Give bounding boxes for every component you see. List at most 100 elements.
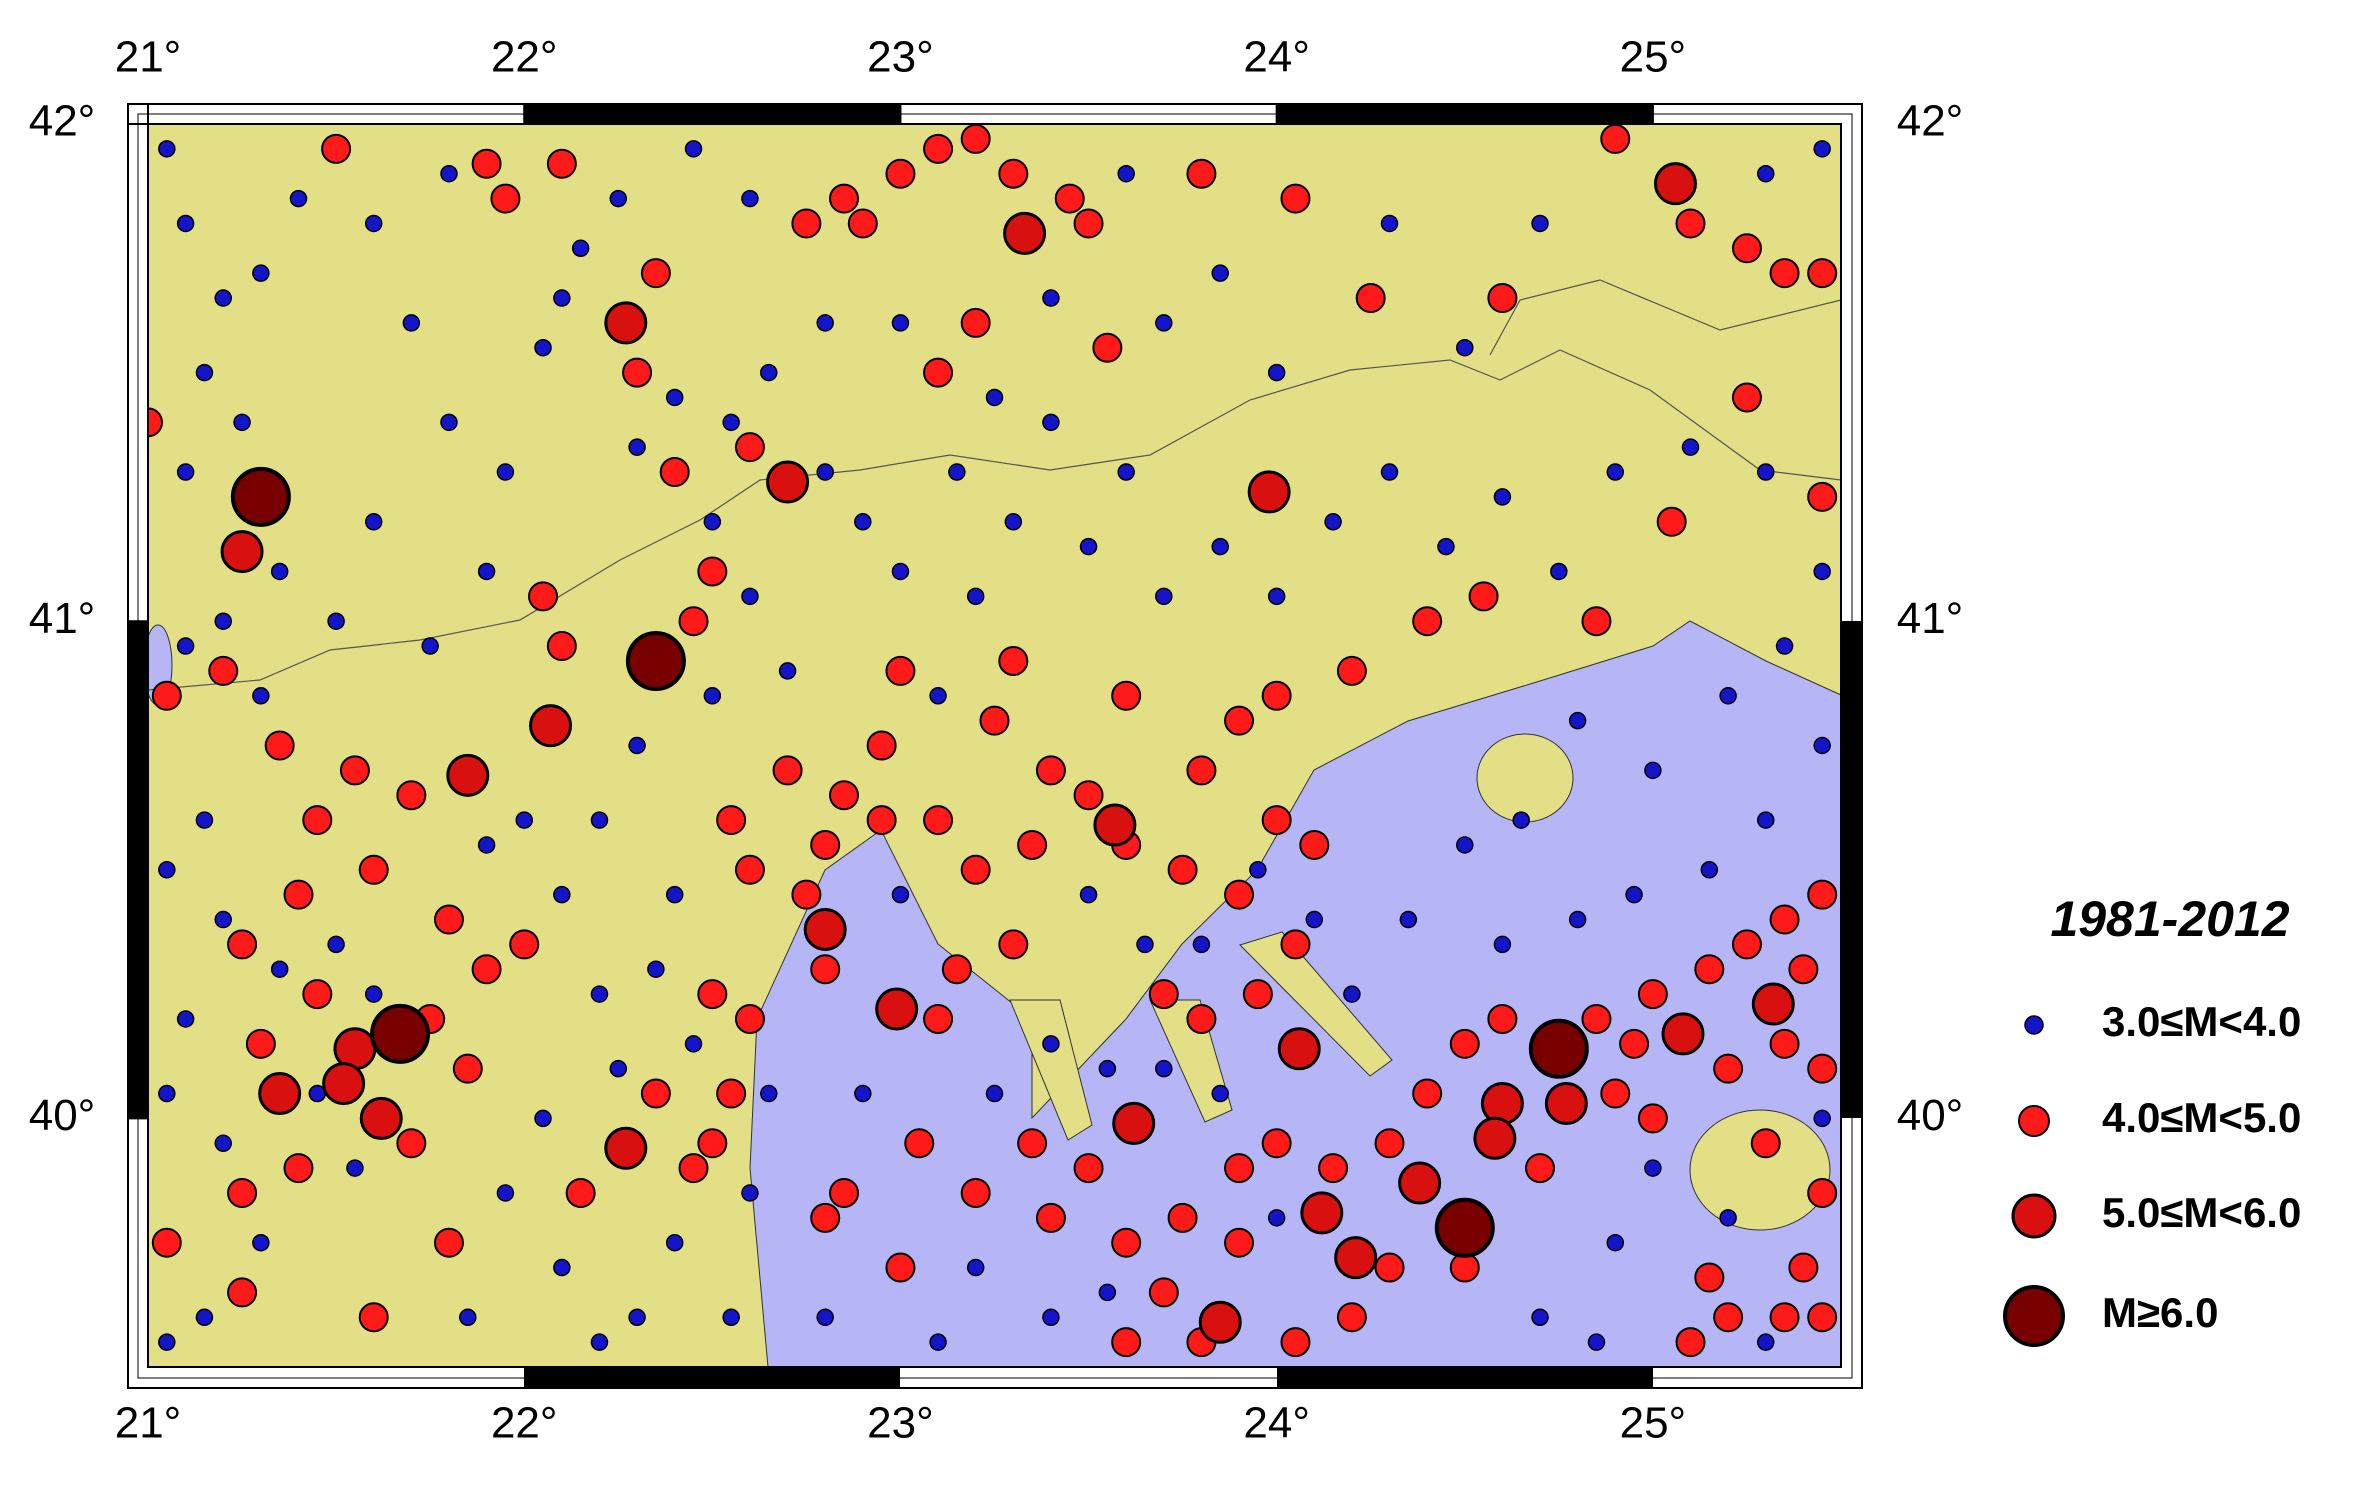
event: [1261, 680, 1292, 711]
event: [1334, 1236, 1378, 1280]
event: [1719, 687, 1737, 705]
event: [665, 885, 684, 904]
event: [590, 811, 609, 829]
event: [1731, 233, 1762, 264]
event: [195, 363, 214, 382]
event: [1092, 332, 1123, 363]
event: [1318, 1153, 1349, 1184]
event: [923, 805, 954, 836]
event: [722, 1308, 740, 1327]
event: [1619, 1028, 1650, 1059]
event: [1280, 1327, 1311, 1358]
event: [264, 730, 295, 761]
legend-swatch: [2011, 1193, 2057, 1239]
event: [546, 631, 577, 662]
event: [1750, 1128, 1781, 1159]
event: [1412, 1078, 1443, 1109]
event: [665, 388, 684, 407]
event: [960, 854, 991, 885]
event: [1355, 283, 1386, 314]
event: [364, 214, 383, 233]
frame-bar: [524, 1367, 900, 1388]
event: [1079, 537, 1098, 556]
event: [847, 208, 878, 239]
event: [1242, 979, 1273, 1010]
event: [1211, 1084, 1229, 1103]
event: [1600, 1078, 1631, 1109]
event: [289, 189, 308, 208]
event: [1017, 1128, 1048, 1159]
event: [553, 1258, 571, 1277]
event: [697, 979, 728, 1010]
frame-bar: [1277, 104, 1653, 124]
event: [1399, 910, 1418, 929]
event: [515, 811, 533, 829]
frame-bars: [128, 104, 1862, 1388]
event: [1807, 258, 1838, 289]
event: [640, 258, 671, 289]
event: [985, 388, 1004, 407]
event: [1769, 258, 1800, 289]
event: [477, 836, 496, 854]
peninsula: [1009, 999, 1093, 1141]
event: [829, 183, 860, 214]
event: [195, 811, 214, 829]
event: [1300, 1191, 1344, 1235]
event: [960, 307, 991, 338]
event: [477, 562, 496, 581]
event: [490, 183, 521, 214]
event: [528, 581, 559, 612]
event: [966, 587, 985, 606]
event: [1713, 1053, 1744, 1084]
event: [1813, 736, 1831, 755]
event: [176, 637, 195, 655]
y-tick-label: 41°: [29, 594, 96, 643]
event: [810, 954, 841, 985]
event: [1098, 1283, 1117, 1302]
event: [440, 413, 458, 432]
event: [722, 413, 740, 432]
event: [1374, 1252, 1405, 1283]
event: [1713, 1302, 1744, 1333]
event: [1769, 1302, 1800, 1333]
event: [1644, 761, 1662, 780]
event: [370, 1003, 431, 1064]
event: [803, 907, 847, 951]
event: [816, 314, 834, 332]
event: [283, 879, 314, 910]
event: [1719, 1209, 1737, 1227]
legend-swatch: [2018, 1105, 2050, 1137]
event: [358, 854, 389, 885]
event: [891, 885, 910, 904]
event: [1079, 885, 1098, 904]
event: [1267, 587, 1286, 606]
event: [1437, 537, 1455, 556]
event: [529, 704, 573, 748]
event: [1117, 164, 1135, 183]
event: [1568, 711, 1587, 730]
event: [1775, 637, 1794, 655]
event: [1042, 413, 1060, 432]
event: [625, 630, 686, 691]
event: [1167, 1202, 1198, 1233]
event: [684, 1035, 703, 1053]
event: [1374, 1128, 1405, 1159]
event: [252, 264, 270, 282]
event: [364, 513, 383, 531]
event: [1004, 513, 1023, 531]
event: [1198, 1300, 1242, 1344]
event: [402, 314, 421, 332]
legend-swatch: [2024, 1015, 2044, 1035]
event: [1112, 1101, 1156, 1145]
event: [1324, 513, 1342, 531]
event: [1280, 183, 1311, 214]
event: [741, 587, 759, 606]
frame-bar: [1277, 1367, 1653, 1388]
event: [628, 736, 646, 755]
event: [1813, 140, 1831, 158]
event: [923, 1003, 954, 1034]
event: [158, 140, 176, 158]
event: [1073, 1153, 1104, 1184]
event: [227, 929, 258, 960]
